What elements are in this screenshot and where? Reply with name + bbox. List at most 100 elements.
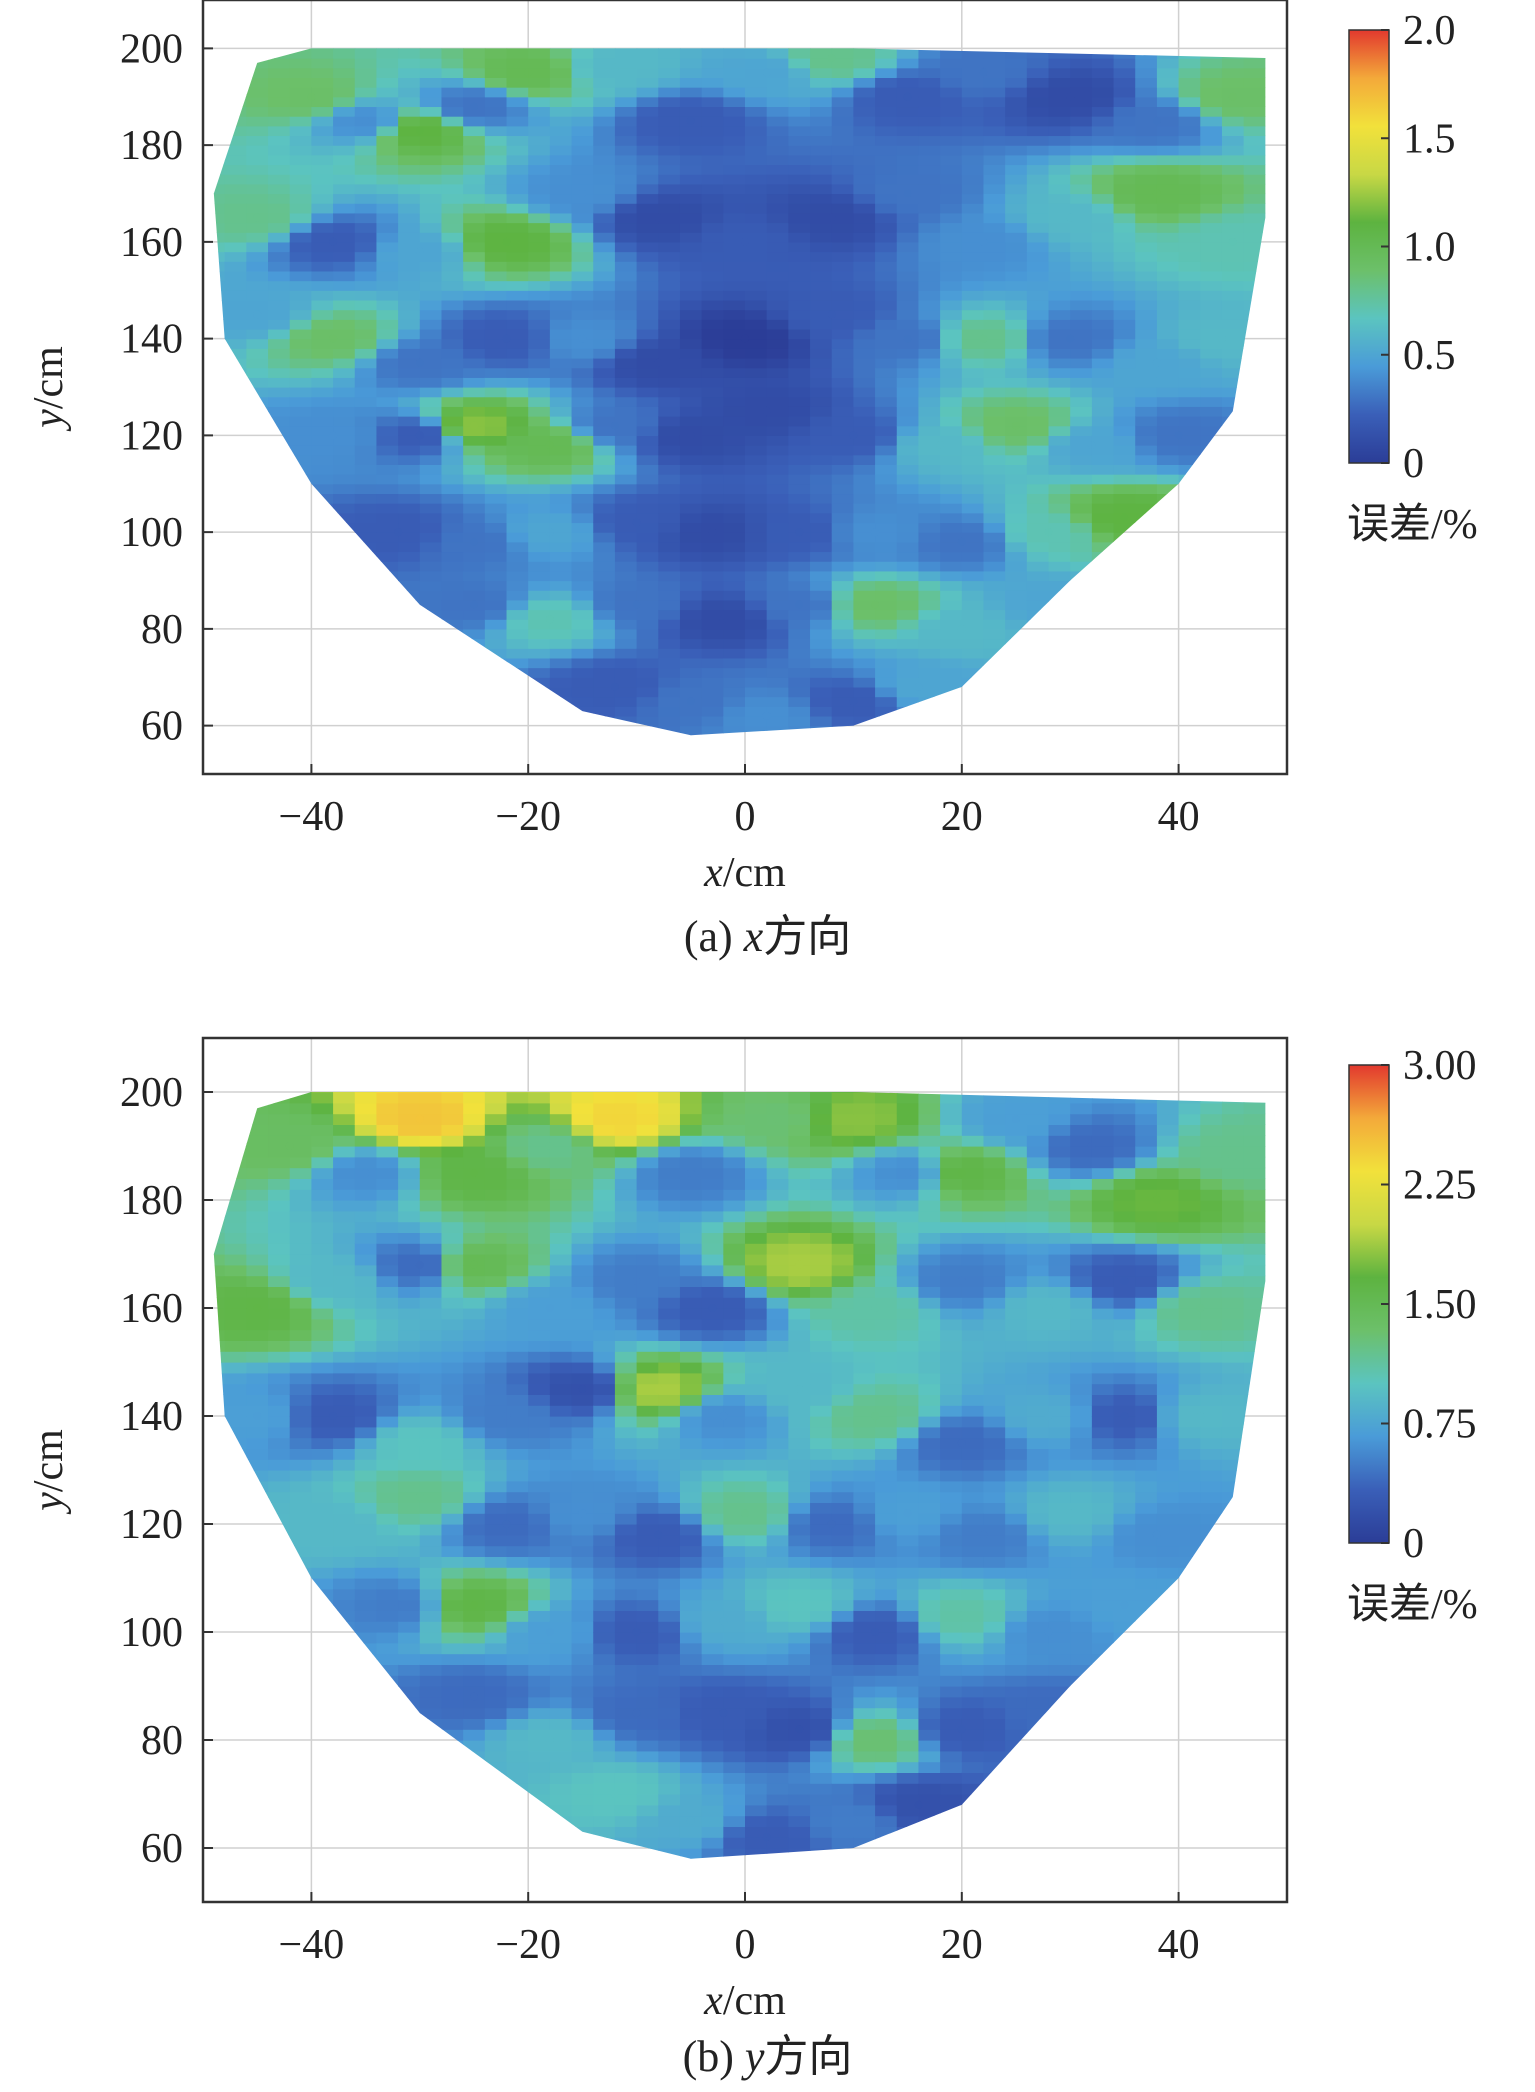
- heat-cell: [1005, 48, 1028, 59]
- heat-cell: [614, 609, 638, 620]
- heat-cell: [311, 667, 334, 678]
- heat-cell: [918, 135, 941, 146]
- heat-cell: [1026, 280, 1050, 291]
- heat-cell: [311, 299, 334, 311]
- heat-cell: [224, 1653, 247, 1665]
- heat-cell: [311, 357, 334, 369]
- heat-cell: [213, 1815, 226, 1827]
- heat-cell: [289, 58, 312, 69]
- heatmap-chart-a: −40 −20 0 20 406080100120140160180200x/cmy/c…: [26, 0, 1478, 896]
- heat-cell: [528, 541, 551, 553]
- heat-cell: [246, 706, 269, 717]
- heat-cell: [246, 503, 269, 514]
- heat-cell: [1091, 638, 1115, 649]
- heat-cell: [268, 19, 290, 29]
- heat-cell: [528, 570, 551, 582]
- heat-cell: [224, 667, 247, 678]
- heat-cell: [1221, 203, 1245, 214]
- heat-cell: [614, 580, 638, 591]
- y-tick-label: 60: [141, 704, 183, 750]
- heat-cell: [484, 638, 508, 649]
- heat-cell: [636, 309, 659, 320]
- heat-cell: [1221, 483, 1245, 495]
- heat-cell: [289, 1783, 312, 1795]
- heat-cell: [636, 706, 659, 717]
- heat-cell: [528, 87, 551, 98]
- heat-cell: [853, 715, 876, 727]
- heat-cell: [1048, 183, 1071, 195]
- heat-cell: [940, 493, 963, 504]
- heat-cell: [1135, 241, 1158, 253]
- heat-cell: [246, 1718, 269, 1730]
- heat-cell: [549, 474, 573, 485]
- heat-cell: [875, 299, 898, 311]
- heat-cell: [745, 522, 768, 533]
- heat-cell: [376, 1848, 399, 1859]
- heat-cell: [614, 541, 638, 553]
- heat-cell: [1156, 425, 1180, 436]
- heat-cell: [1026, 96, 1050, 108]
- heat-cell: [766, 348, 789, 359]
- heat-cell: [983, 58, 1006, 69]
- heat-cell: [983, 212, 1006, 224]
- heat-cell: [224, 619, 247, 630]
- heat-cell: [593, 377, 616, 388]
- heat-cell: [289, 1437, 312, 1449]
- heat-cell: [441, 348, 464, 359]
- heat-cell: [268, 1848, 291, 1859]
- heat-cell: [224, 1156, 247, 1169]
- data-point: [470, 421, 478, 430]
- heat-cell: [593, 280, 616, 291]
- heat-cell: [1005, 464, 1028, 475]
- heat-cell: [766, 522, 789, 533]
- heat-cell: [549, 377, 573, 388]
- heat-cell: [593, 503, 616, 514]
- heat-cell: [1243, 570, 1266, 582]
- heat-cell: [246, 1362, 269, 1374]
- heat-cell: [831, 696, 854, 707]
- heat-cell: [679, 628, 703, 640]
- heat-cell: [983, 570, 1006, 582]
- heat-cell: [593, 270, 616, 282]
- heat-cell: [311, 1534, 334, 1547]
- heat-cell: [333, 464, 356, 475]
- heat-cell: [398, 396, 421, 407]
- heat-cell: [268, 1729, 291, 1741]
- heat-cell: [788, 648, 811, 659]
- heat-cell: [506, 67, 529, 78]
- heat-cell: [702, 29, 724, 39]
- heat-cell: [441, 677, 464, 688]
- heat-cell: [1005, 328, 1028, 340]
- heat-cell: [1070, 628, 1093, 640]
- heat-cell: [333, 48, 356, 59]
- heat-cell: [983, 561, 1006, 572]
- heat-cell: [896, 106, 920, 117]
- heat-cell: [506, 715, 529, 727]
- heat-cell: [333, 1437, 356, 1449]
- heat-cell: [853, 590, 876, 601]
- heat-cell: [1091, 445, 1115, 456]
- heat-cell: [1048, 474, 1071, 485]
- heat-cell: [333, 1750, 356, 1763]
- heat-cell: [918, 77, 941, 88]
- heat-cell: [289, 677, 312, 688]
- heat-cell: [1091, 261, 1115, 272]
- heat-cell: [745, 425, 768, 436]
- heat-cell: [398, 96, 421, 108]
- heat-cell: [853, 183, 876, 195]
- heat-cell: [810, 299, 833, 311]
- heat-cell: [419, 715, 443, 727]
- heat-cell: [1005, 357, 1028, 369]
- heat-cell: [213, 1448, 226, 1460]
- heat-cell: [810, 377, 833, 388]
- heat-cell: [1005, 67, 1028, 78]
- heat-cell: [224, 48, 247, 49]
- heat-cell: [897, 735, 919, 745]
- heat-cell: [658, 280, 681, 291]
- heat-cell: [333, 541, 356, 553]
- heat-cell: [1048, 48, 1071, 59]
- heat-cell: [1026, 522, 1050, 533]
- heat-cell: [550, 10, 572, 20]
- heat-cell: [831, 174, 854, 185]
- heat-cell: [398, 551, 421, 562]
